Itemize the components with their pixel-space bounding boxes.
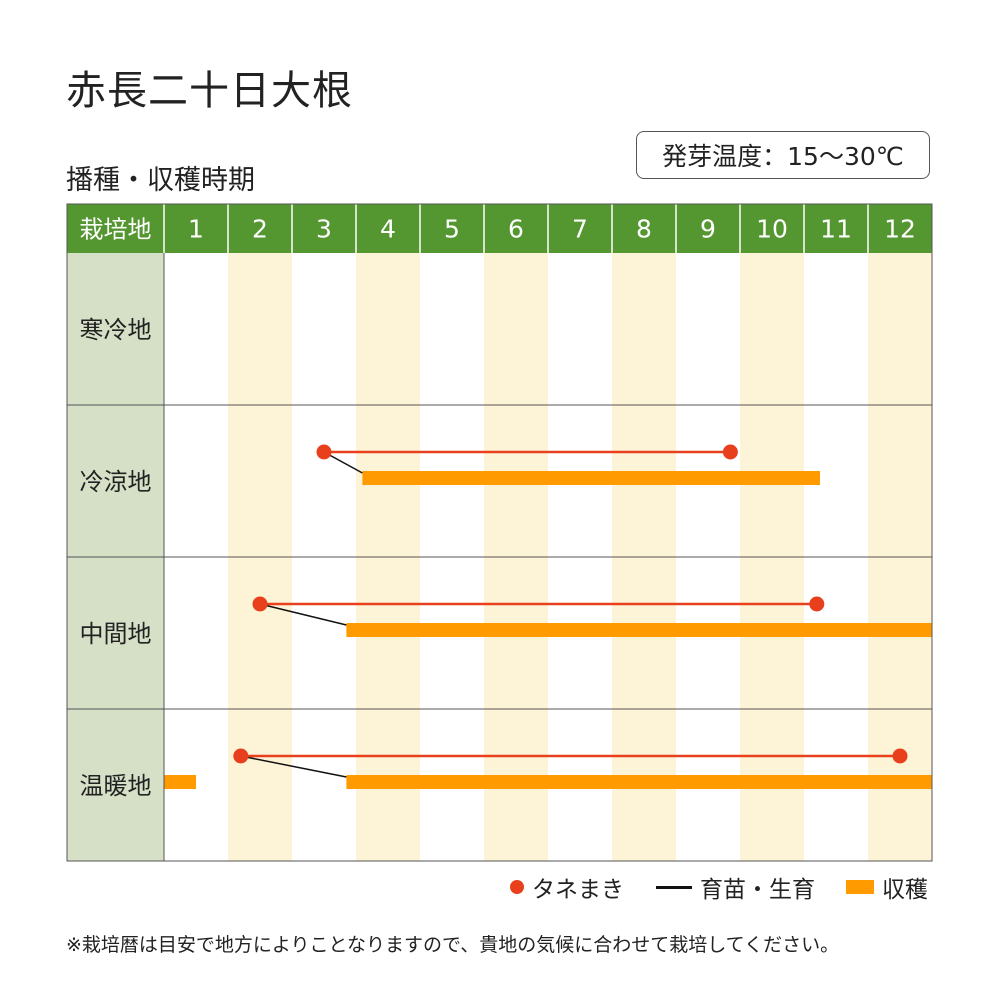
header-corner-label: 栽培地 bbox=[80, 216, 152, 244]
month-label: 5 bbox=[444, 215, 460, 244]
legend-growing-label: 育苗・生育 bbox=[700, 877, 815, 903]
growing-line bbox=[240, 755, 347, 778]
month-label: 4 bbox=[380, 215, 396, 244]
page-title: 赤長二十日大根 bbox=[66, 68, 353, 114]
legend-growing: 育苗・生育 bbox=[656, 870, 815, 904]
month-label: 8 bbox=[636, 215, 652, 244]
month-label: 1 bbox=[188, 215, 204, 244]
region-label: 中間地 bbox=[80, 620, 152, 648]
region-label: 寒冷地 bbox=[80, 316, 152, 344]
month-label: 10 bbox=[756, 215, 788, 244]
sowing-start-dot bbox=[233, 748, 249, 764]
month-label: 11 bbox=[820, 215, 852, 244]
germination-temperature-box: 発芽温度：15〜30℃ bbox=[636, 131, 930, 179]
sowing-end-dot bbox=[809, 596, 825, 612]
sowing-start-dot bbox=[252, 596, 268, 612]
region-label: 冷涼地 bbox=[80, 468, 152, 496]
growing-line bbox=[259, 603, 347, 626]
growing-line-icon bbox=[656, 885, 692, 889]
header-row bbox=[67, 204, 932, 253]
harvest-bar-icon bbox=[846, 880, 874, 894]
legend-sowing-label: タネまき bbox=[532, 877, 624, 903]
footnote: ※栽培暦は目安で地方によりことなりますので、貴地の気候に合わせて栽培してください… bbox=[66, 934, 840, 956]
month-label: 6 bbox=[508, 215, 524, 244]
legend-sowing: タネまき bbox=[510, 870, 624, 904]
harvest-bar bbox=[346, 623, 932, 637]
sowing-end-dot bbox=[722, 444, 738, 460]
sowing-end-dot bbox=[892, 748, 908, 764]
harvest-bar bbox=[346, 775, 932, 789]
harvest-bar bbox=[164, 775, 196, 789]
sowing-start-dot bbox=[316, 444, 332, 460]
month-label: 2 bbox=[252, 215, 268, 244]
germination-temperature-text: 発芽温度：15〜30℃ bbox=[662, 142, 904, 171]
legend-harvest-label: 収穫 bbox=[882, 877, 928, 903]
table-border bbox=[66, 203, 933, 862]
month-label: 3 bbox=[316, 215, 332, 244]
legend: タネまき 育苗・生育 収穫 bbox=[0, 870, 1000, 904]
month-label: 7 bbox=[572, 215, 588, 244]
sowing-dot-icon bbox=[510, 880, 524, 894]
region-label: 温暖地 bbox=[80, 772, 152, 800]
month-label: 12 bbox=[884, 215, 916, 244]
chart-subtitle: 播種・収穫時期 bbox=[66, 165, 255, 196]
legend-harvest: 収穫 bbox=[846, 870, 928, 904]
harvest-bar bbox=[362, 471, 820, 485]
month-label: 9 bbox=[700, 215, 716, 244]
